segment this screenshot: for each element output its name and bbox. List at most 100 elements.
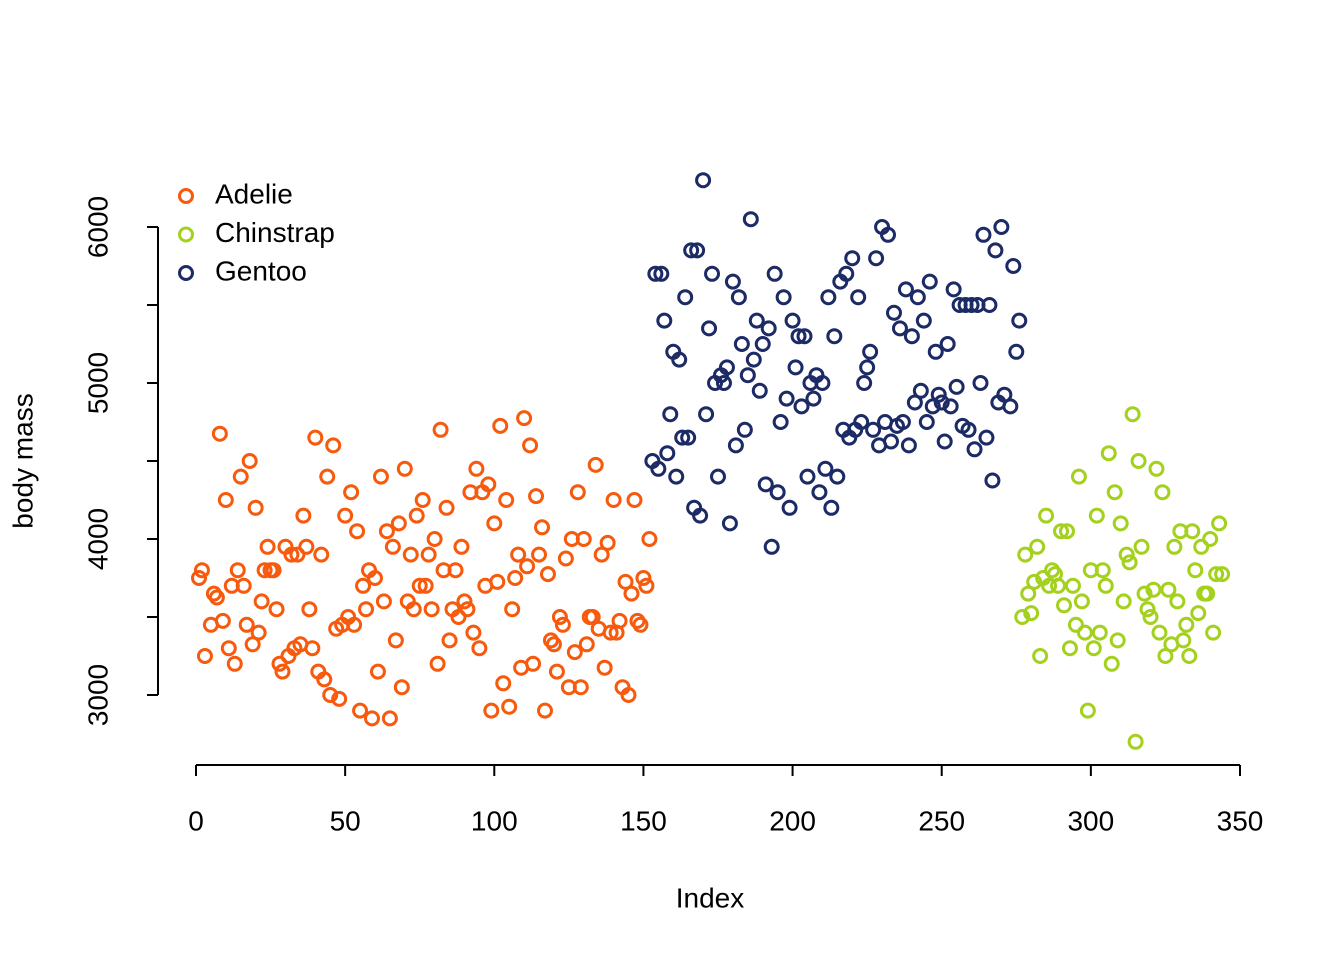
point	[1181, 648, 1198, 664]
point	[450, 609, 467, 625]
point	[653, 265, 670, 282]
point	[548, 663, 565, 680]
x-tick-label: 200	[769, 805, 816, 836]
point	[250, 624, 267, 641]
point	[447, 562, 464, 579]
point	[587, 456, 604, 473]
point	[304, 640, 321, 657]
point	[265, 562, 282, 579]
point	[1064, 577, 1081, 594]
point	[241, 453, 258, 469]
point	[1106, 484, 1123, 501]
point	[1139, 601, 1156, 618]
point	[936, 433, 953, 450]
point	[817, 460, 834, 477]
point	[495, 675, 512, 692]
point	[1103, 655, 1120, 672]
point	[510, 546, 527, 563]
point	[372, 468, 389, 485]
point	[733, 336, 750, 352]
point	[1211, 515, 1228, 532]
point	[432, 421, 449, 438]
point	[1091, 624, 1108, 641]
point	[844, 250, 861, 267]
point	[718, 359, 735, 376]
point	[742, 211, 759, 228]
point	[349, 523, 366, 540]
point	[229, 562, 246, 579]
point	[235, 577, 252, 594]
point	[307, 429, 324, 446]
point	[799, 468, 816, 485]
x-tick-label: 250	[918, 805, 965, 836]
x-tick-label: 100	[471, 805, 518, 836]
point	[960, 421, 977, 438]
point	[271, 655, 288, 672]
point	[384, 538, 401, 555]
point	[1169, 593, 1186, 610]
point	[232, 468, 249, 485]
point	[1070, 468, 1087, 485]
point	[1002, 398, 1019, 415]
point	[701, 320, 718, 337]
point	[259, 538, 276, 555]
point	[611, 612, 628, 629]
point	[814, 375, 831, 391]
x-tick-label: 350	[1217, 805, 1264, 836]
point	[930, 386, 947, 403]
point	[689, 242, 706, 259]
point	[1184, 523, 1201, 540]
point	[519, 558, 536, 575]
point	[346, 616, 363, 633]
x-tick-label: 150	[620, 805, 667, 836]
point	[1214, 566, 1231, 583]
point	[498, 492, 515, 508]
point	[972, 375, 989, 391]
point	[1061, 640, 1078, 657]
point	[375, 593, 392, 610]
x-tick-label: 0	[188, 805, 204, 836]
point	[885, 304, 902, 321]
point	[486, 515, 503, 532]
point	[441, 632, 458, 649]
point	[355, 577, 372, 594]
point	[838, 265, 855, 282]
point	[862, 343, 879, 360]
point	[1079, 702, 1096, 719]
point	[536, 702, 553, 719]
point	[715, 375, 732, 391]
point	[572, 679, 589, 696]
point	[790, 328, 807, 345]
point	[939, 336, 956, 352]
point	[1056, 597, 1073, 614]
point	[748, 312, 765, 329]
point	[1109, 632, 1126, 649]
point	[1121, 554, 1138, 571]
point	[602, 624, 619, 641]
point	[1130, 453, 1147, 469]
legend-label: Gentoo	[215, 255, 307, 286]
legend-label: Chinstrap	[215, 217, 335, 248]
point	[1154, 484, 1171, 501]
legend-marker	[178, 188, 194, 204]
point	[459, 601, 476, 618]
point	[516, 410, 533, 427]
point	[569, 484, 586, 501]
point	[909, 289, 926, 306]
point	[668, 468, 685, 485]
point	[599, 534, 616, 551]
point	[1076, 624, 1093, 641]
point	[1127, 733, 1144, 750]
point	[900, 437, 917, 454]
point	[268, 601, 285, 618]
point	[1205, 624, 1222, 641]
point	[438, 499, 455, 516]
point	[366, 570, 383, 586]
point	[1029, 538, 1046, 555]
point	[551, 609, 568, 625]
point	[226, 655, 243, 672]
point	[763, 538, 780, 555]
point	[501, 698, 518, 715]
point	[1112, 515, 1129, 532]
x-axis-title: Index	[676, 882, 745, 913]
